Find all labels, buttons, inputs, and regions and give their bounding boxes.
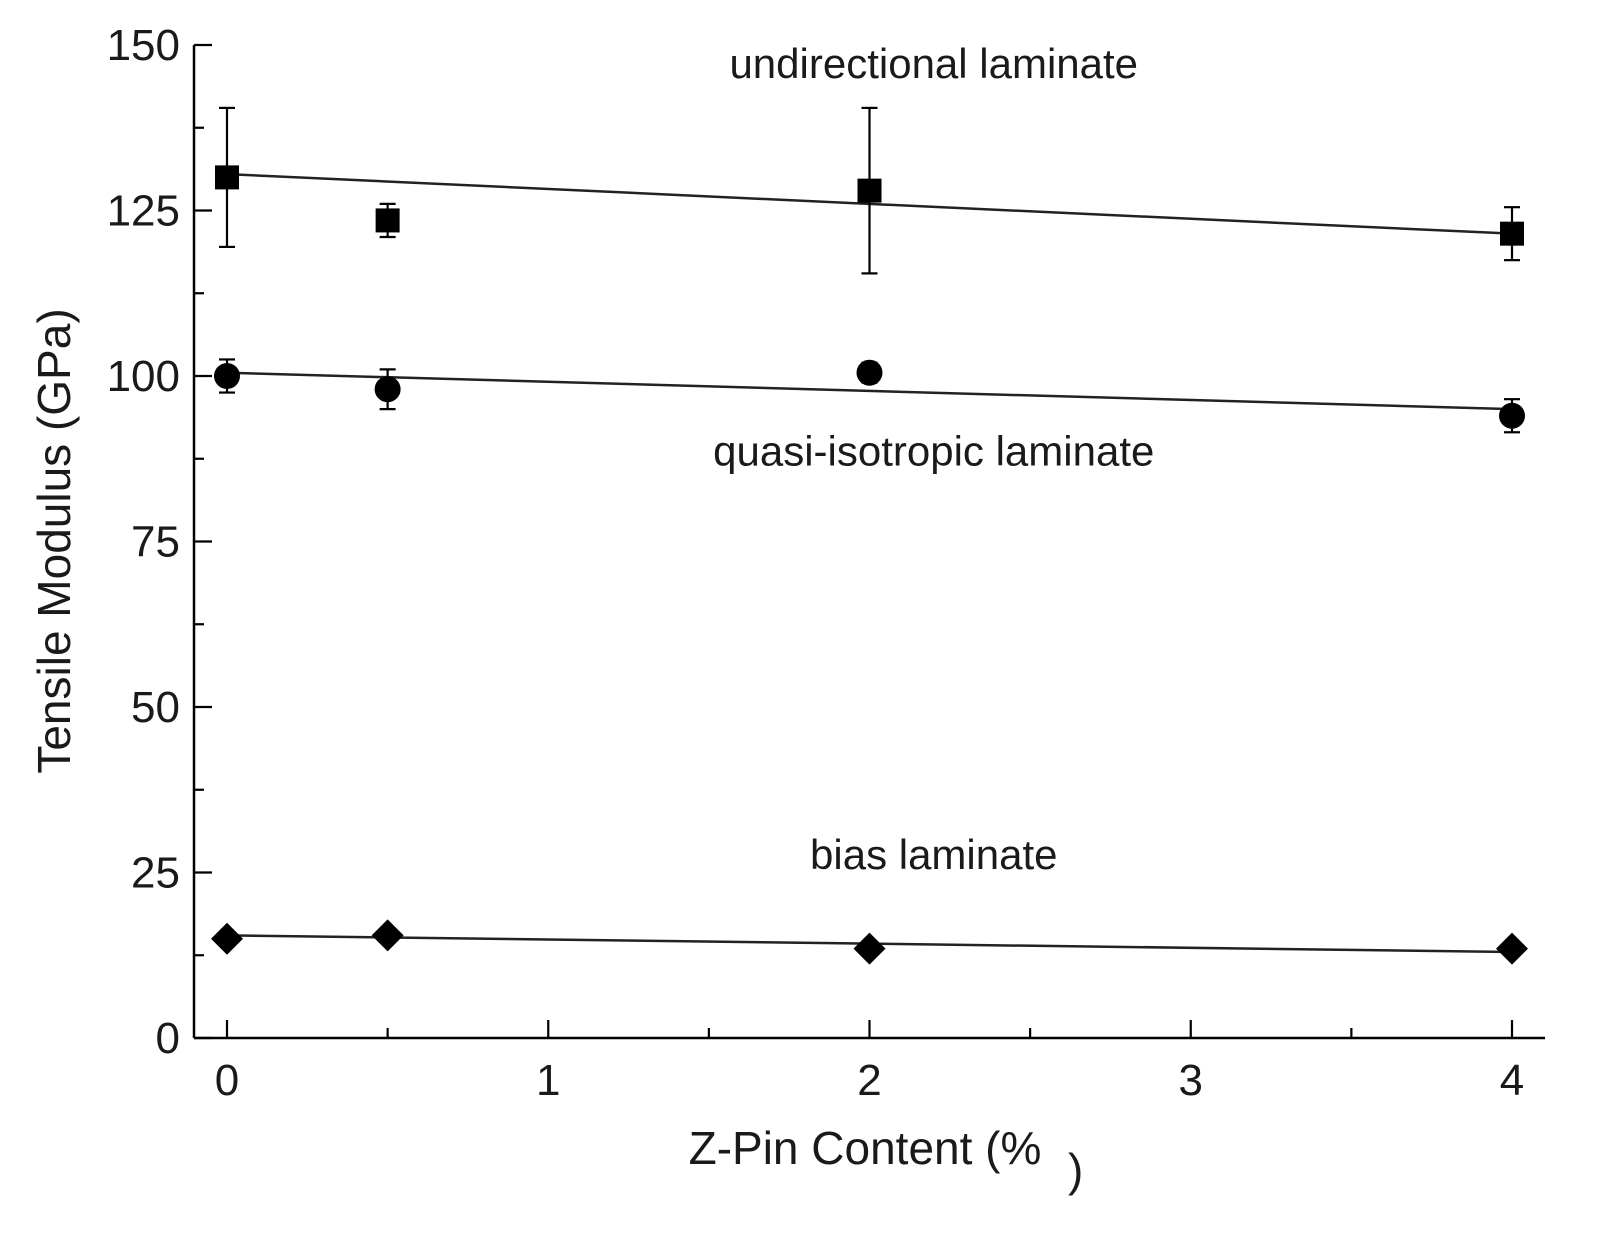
series-annotation-3: bias laminate	[810, 831, 1057, 878]
fit-line-series-2	[226, 371, 1513, 411]
x-tick-label: 3	[1179, 1056, 1203, 1105]
x-tick-label: 0	[215, 1056, 239, 1105]
y-axis-title: Tensile Modulus (GPa)	[28, 308, 80, 773]
data-point-diamond	[1496, 932, 1528, 965]
y-tick-label: 0	[156, 1014, 180, 1063]
x-axis-title: Z-Pin Content (%	[689, 1122, 1042, 1174]
data-point-circle	[374, 376, 401, 403]
y-tick-label: 50	[131, 683, 180, 732]
y-tick-label: 125	[107, 187, 180, 236]
y-tick-label: 100	[107, 352, 180, 401]
x-axis-title-suffix: )	[1068, 1144, 1083, 1196]
x-tick-label: 4	[1500, 1056, 1524, 1105]
data-point-square	[375, 208, 400, 233]
y-tick-label: 25	[131, 849, 180, 898]
data-point-diamond	[371, 919, 404, 952]
y-tick-label: 75	[131, 518, 180, 567]
x-axis-ticks: 0 1 2 3 4	[215, 1020, 1524, 1105]
y-axis-ticks: 0 25 50 75 100 125 150	[107, 21, 212, 1063]
data-point-circle	[856, 359, 883, 386]
data-point-circle	[214, 363, 240, 389]
x-tick-label: 2	[857, 1056, 881, 1105]
data-point-square	[215, 165, 239, 190]
annotations: undirectional laminate quasi-isotropic la…	[713, 40, 1154, 878]
x-tick-label: 1	[536, 1056, 560, 1105]
series-annotation-1: undirectional laminate	[729, 40, 1138, 87]
data-point-circle	[1499, 402, 1525, 429]
data-point-square	[857, 178, 882, 203]
y-tick-label: 150	[107, 21, 180, 70]
data-points	[211, 106, 1528, 965]
data-point-diamond	[211, 922, 243, 955]
data-point-diamond	[853, 932, 886, 965]
series-annotation-2: quasi-isotropic laminate	[713, 427, 1154, 474]
data-point-square	[1500, 221, 1524, 246]
